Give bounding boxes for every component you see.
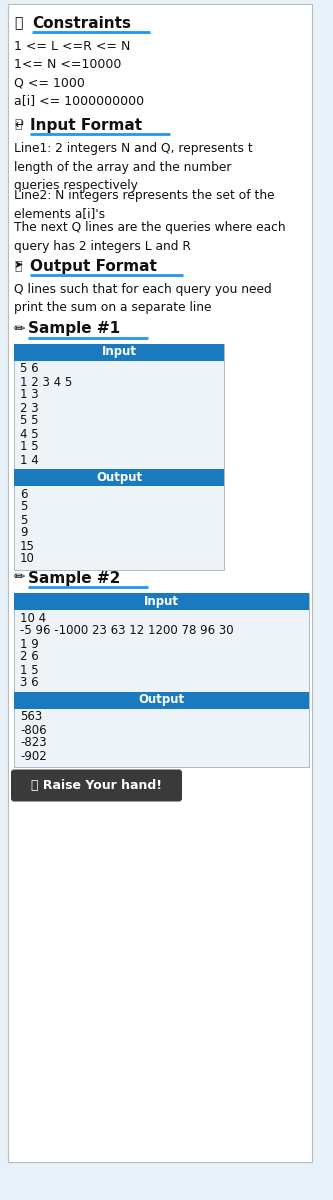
Text: ↵: ↵ [14,119,25,132]
Text: 1 5: 1 5 [20,664,39,677]
Bar [14,343,224,570]
FancyBboxPatch shape [11,769,182,802]
Text: 🖐 Raise Your hand!: 🖐 Raise Your hand! [31,779,162,792]
Text: 1 3: 1 3 [20,389,39,402]
Text: 10: 10 [20,552,35,565]
Text: Output Format: Output Format [30,258,157,274]
Text: 1 2 3 4 5: 1 2 3 4 5 [20,376,72,389]
Text: Output: Output [96,470,142,484]
Text: 9: 9 [20,527,28,540]
Text: 10 4: 10 4 [20,612,46,624]
Text: ⬛: ⬛ [14,259,22,272]
Text: 5 6: 5 6 [20,362,39,376]
Text: 4 5: 4 5 [20,427,39,440]
Text: Line2: N integers represents the set of the
elements a[i]'s: Line2: N integers represents the set of … [14,188,275,220]
Text: 3 6: 3 6 [20,677,39,690]
Text: Q lines such that for each query you need
print the sum on a separate line: Q lines such that for each query you nee… [14,282,272,314]
Text: 5 5: 5 5 [20,414,39,427]
Text: ✏: ✏ [14,322,26,336]
Text: a[i] <= 1000000000: a[i] <= 1000000000 [14,94,144,107]
Text: 5: 5 [20,500,27,514]
Text: -806: -806 [20,724,47,737]
Text: 1 4: 1 4 [20,454,39,467]
Bar [14,593,309,610]
Text: ➤: ➤ [14,259,23,270]
Text: 5: 5 [20,514,27,527]
Text: 1 5: 1 5 [20,440,39,454]
Text: 2 6: 2 6 [20,650,39,664]
Text: Q <= 1000: Q <= 1000 [14,76,85,89]
Text: -823: -823 [20,737,47,750]
Text: Line1: 2 integers N and Q, represents t
length of the array and the number
queri: Line1: 2 integers N and Q, represents t … [14,142,253,192]
Text: 1 <= L <=R <= N: 1 <= L <=R <= N [14,40,131,53]
Text: 2 3: 2 3 [20,402,39,414]
Text: Input Format: Input Format [30,118,142,133]
Text: Input: Input [144,594,179,607]
Text: The next Q lines are the queries where each
query has 2 integers L and R: The next Q lines are the queries where e… [14,222,286,253]
Bar [14,593,309,767]
Text: Sample #2: Sample #2 [28,570,120,586]
Text: 📏: 📏 [14,16,22,30]
Text: Constraints: Constraints [32,16,131,31]
Text: 1 9: 1 9 [20,637,39,650]
Text: Output: Output [139,694,184,707]
Text: ✏: ✏ [14,570,26,584]
Bar [14,691,309,708]
Text: -902: -902 [20,750,47,762]
Text: ⬛: ⬛ [14,118,22,131]
Bar [14,343,224,360]
Text: 6: 6 [20,487,28,500]
Text: 1<= N <=10000: 1<= N <=10000 [14,58,121,71]
Text: -5 96 -1000 23 63 12 1200 78 96 30: -5 96 -1000 23 63 12 1200 78 96 30 [20,624,234,637]
Bar [14,468,224,486]
Text: Sample #1: Sample #1 [28,322,120,336]
Text: 15: 15 [20,540,35,552]
Text: Input: Input [102,346,137,359]
Text: 563: 563 [20,710,42,724]
